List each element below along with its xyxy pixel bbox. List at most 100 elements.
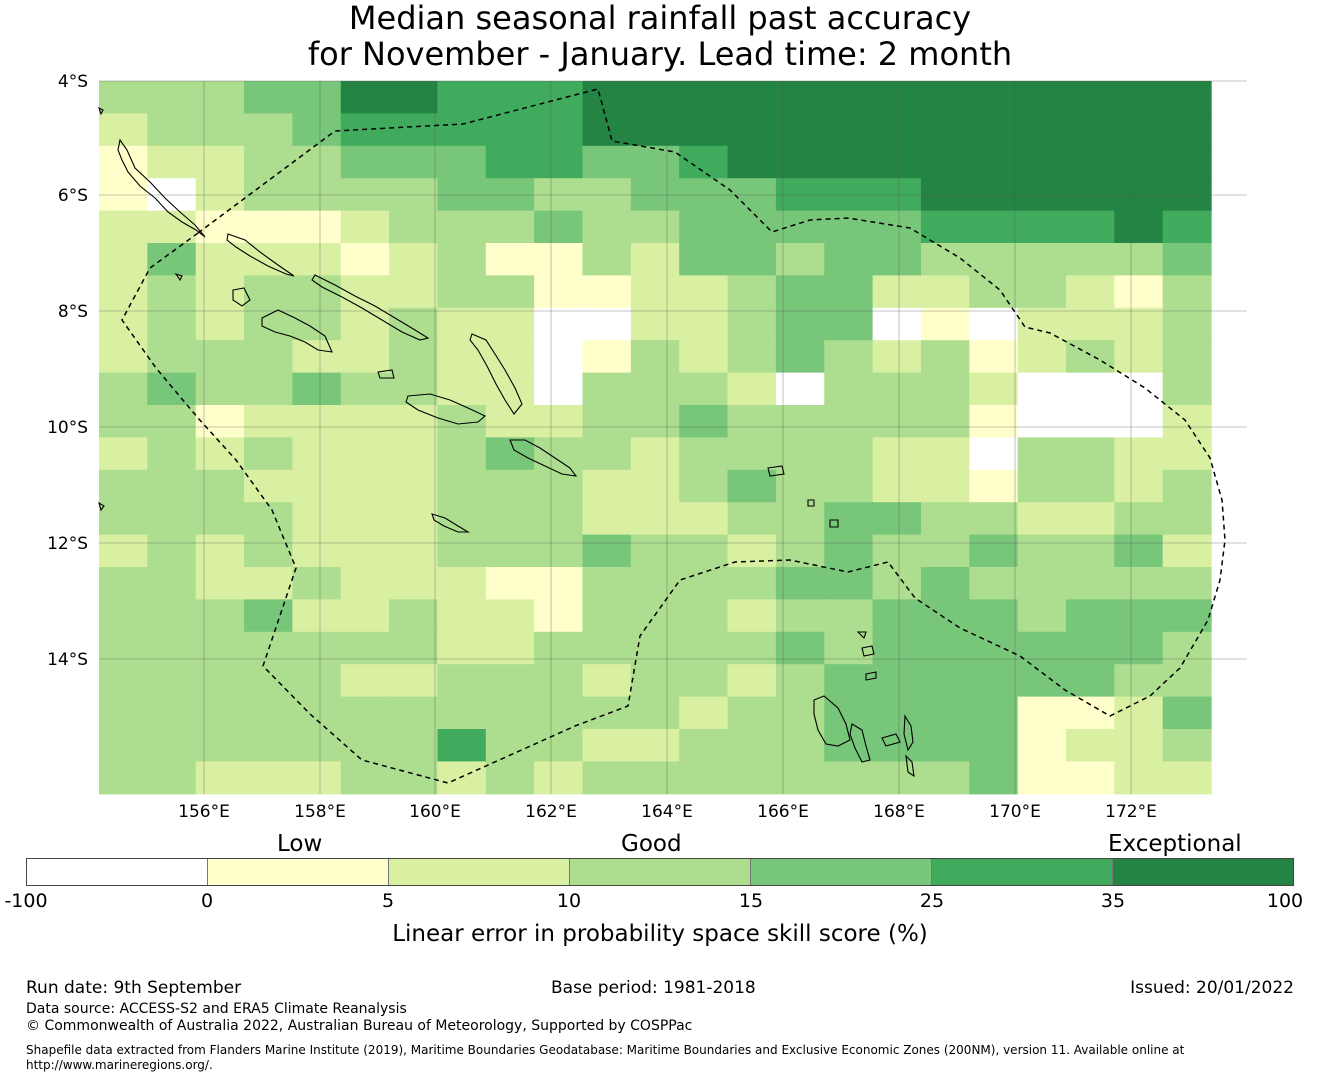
skill-cell [389, 81, 439, 114]
skill-cell [292, 599, 342, 633]
skill-cell [244, 599, 293, 633]
skill-cell [485, 178, 535, 212]
skill-cell [99, 761, 148, 795]
island-vanikoro [829, 519, 839, 528]
skill-cell [920, 437, 970, 471]
skill-cell [1162, 340, 1212, 374]
skill-cell [534, 275, 584, 309]
skill-cell [1017, 696, 1067, 730]
skill-cell [292, 437, 342, 471]
skill-cell [872, 210, 922, 244]
skill-cell [534, 729, 584, 762]
legend-tick-label: 25 [919, 890, 945, 912]
skill-cell [630, 631, 680, 665]
skill-cell [1162, 502, 1212, 536]
skill-cell [824, 307, 874, 341]
skill-cell [1162, 243, 1212, 276]
skill-cell [147, 210, 197, 244]
skill-cell [99, 437, 148, 471]
skill-cell [727, 307, 777, 341]
skill-cell [1162, 145, 1212, 179]
skill-cell [99, 178, 148, 212]
lat-label-6s: 6°S [57, 186, 88, 206]
skill-cell [727, 761, 777, 795]
lon-label-158e: 158°E [294, 802, 346, 822]
skill-cell [920, 178, 970, 212]
skill-cell [582, 307, 632, 341]
skill-cell [147, 340, 197, 374]
run-date: Run date: 9th September [26, 978, 242, 998]
skill-cell [485, 275, 535, 309]
legend-tick-label: 0 [200, 890, 214, 912]
island-small-1 [377, 369, 395, 379]
skill-cell [775, 437, 825, 471]
skill-cell [582, 664, 632, 698]
skill-cell [969, 664, 1019, 698]
skill-cell [630, 599, 680, 633]
skill-cell [727, 405, 777, 438]
skill-cell [872, 631, 922, 665]
skill-cell [679, 437, 729, 471]
skill-cell [582, 502, 632, 536]
skill-cell [872, 275, 922, 309]
skill-cell [775, 210, 825, 244]
skill-cell [437, 145, 487, 179]
skill-cell [920, 145, 970, 179]
skill-cell [582, 145, 632, 179]
skill-cell [1162, 210, 1212, 244]
skill-cell [1114, 469, 1164, 503]
skill-cell [679, 664, 729, 698]
island-vella-lavella [232, 287, 251, 307]
skill-cell [630, 372, 680, 406]
island-pentecost [903, 714, 914, 752]
skill-cell [389, 210, 439, 244]
legend-swatch-6 [932, 859, 1113, 885]
skill-cell [534, 664, 584, 698]
skill-cell [775, 729, 825, 762]
skill-cell [340, 664, 390, 698]
skill-cell [582, 534, 632, 568]
skill-cell [147, 567, 197, 600]
skill-cell [1066, 81, 1115, 114]
skill-cell [147, 696, 197, 730]
skill-cell [775, 631, 825, 665]
lon-label-172e: 172°E [1105, 802, 1157, 822]
skill-cell [1114, 761, 1164, 795]
skill-cell [485, 81, 535, 114]
skill-cell [1162, 437, 1212, 471]
skill-cell [244, 210, 293, 244]
skill-cell [1017, 631, 1067, 665]
skill-cell [1066, 599, 1115, 633]
skill-cell [389, 405, 439, 438]
lon-label-160e: 160°E [409, 802, 461, 822]
island-ambae [856, 631, 867, 640]
skill-cell [340, 243, 390, 276]
skill-cell [340, 437, 390, 471]
skill-cell [775, 599, 825, 633]
skill-cell [1114, 502, 1164, 536]
legend-tick-label: -100 [4, 890, 48, 912]
skill-cell [340, 729, 390, 762]
skill-cell [630, 437, 680, 471]
skill-cell [824, 761, 874, 795]
island-choiseul [226, 233, 295, 277]
skill-cell [920, 599, 970, 633]
skill-cell [1114, 372, 1164, 406]
skill-cell [775, 243, 825, 276]
skill-cell [389, 502, 439, 536]
skill-cell [1017, 275, 1067, 309]
skill-cell [1066, 210, 1115, 244]
skill-cell [195, 81, 245, 114]
island-malaita [469, 333, 523, 415]
skill-cell [582, 631, 632, 665]
skill-cell [147, 275, 197, 309]
skill-cell [582, 405, 632, 438]
skill-cell [534, 145, 584, 179]
skill-cell [582, 437, 632, 471]
legend-colorbar [26, 858, 1294, 886]
skill-cell [679, 405, 729, 438]
skill-cell [244, 664, 293, 698]
skill-cell [969, 340, 1019, 374]
skill-cell [195, 113, 245, 147]
skill-cell [534, 307, 584, 341]
